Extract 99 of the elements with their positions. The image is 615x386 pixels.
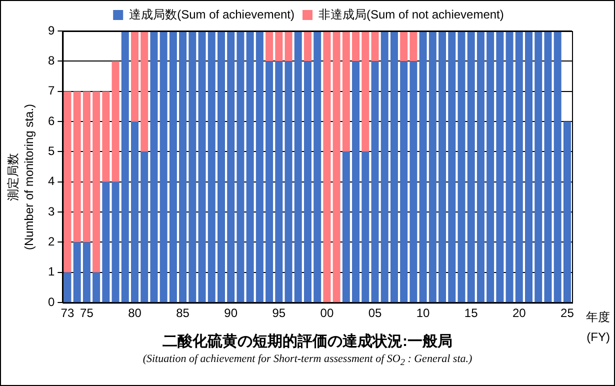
bar [131,31,138,122]
x-axis-title: 年度 (FY) [586,309,610,346]
bar [140,31,148,152]
bar [496,31,504,302]
y-tick-label: 1 [48,264,55,279]
bar [506,31,514,302]
bar [390,31,398,302]
bar [246,31,254,302]
x-tick-label: 90 [224,306,238,320]
bar [525,31,533,302]
x-tick-label: 95 [272,306,286,320]
x-tick-label: 25 [560,306,574,320]
y-tick-label: 6 [48,114,55,128]
y-tick-label: 2 [48,234,55,249]
bar [410,61,418,302]
x-tick-label: 75 [80,306,94,320]
bar [284,31,292,62]
bar [102,182,110,302]
x-tick-label: 15 [464,306,478,320]
bar [294,31,302,302]
bar [198,31,206,302]
bar [284,61,292,302]
bar [217,31,225,302]
bar [563,122,571,302]
bar [544,31,552,302]
x-tick-label: 10 [416,306,430,320]
bar [73,242,81,302]
text: (Situation of achievement for Short-term assessment of SO$_{2}$ : General sta.) [142,353,474,368]
bar [102,91,110,182]
bar [275,31,283,62]
y-tick-label: 8 [48,53,55,68]
bar [73,91,81,242]
bar [208,31,216,302]
bar [131,122,138,302]
bar [82,91,90,242]
bar [342,31,350,152]
bar [400,31,408,62]
bar [380,31,388,302]
bar [160,31,168,302]
bar [371,31,379,62]
bar [121,31,129,302]
bar [419,31,427,302]
bar [323,31,331,302]
x-tick-label: 00 [320,306,334,320]
bar [486,31,494,302]
bar [554,31,562,302]
bar [179,31,187,302]
bar [362,31,370,152]
bar [150,31,158,302]
bar [227,31,235,302]
legend-label: 達成局数(Sum of achievement) [129,7,294,22]
y-tick-label: 3 [48,204,55,218]
y-tick-label: 4 [48,174,55,188]
bar [448,31,456,302]
bar [352,61,360,302]
bar [438,31,446,302]
bar [534,31,542,302]
bar [304,31,312,62]
bar [400,61,408,302]
bar [92,272,100,302]
x-tick-label: 20 [512,306,526,320]
bar [467,31,475,302]
bar [266,61,274,302]
bar [112,182,120,302]
bar [428,31,436,302]
bar [64,272,72,302]
bar [140,152,148,302]
y-tick-label: 0 [48,294,55,309]
y-axis-title: 測定局数 (Number of monitoring sta.) [5,102,37,252]
bar [236,31,244,302]
bar [332,31,340,302]
bar [352,31,360,62]
y-tick-label: 9 [48,23,55,38]
bar [304,61,312,302]
bar [458,31,466,302]
bar [92,91,100,272]
bar [169,31,177,302]
bar [410,31,418,62]
bar [371,61,379,302]
x-tick-label: 05 [368,306,382,320]
bar [515,31,523,302]
bar [275,61,283,302]
bar [266,31,274,62]
legend-label: 非達成局(Sum of not achievement) [318,7,504,22]
bar [314,31,322,302]
bar [64,91,72,272]
bar [82,242,90,302]
x-tick-label: 80 [128,306,142,320]
text: 二酸化硫黄の短期的評価の達成状況:一般局 [162,333,452,350]
bar [342,152,350,302]
bar [476,31,484,302]
bar [112,61,120,182]
bar [362,152,370,302]
y-tick-label: 5 [48,144,55,158]
x-tick-label: 85 [176,306,190,320]
y-tick-label: 7 [48,84,55,98]
bar [188,31,196,302]
x-tick-label: 73 [60,306,74,320]
bar [256,31,264,302]
